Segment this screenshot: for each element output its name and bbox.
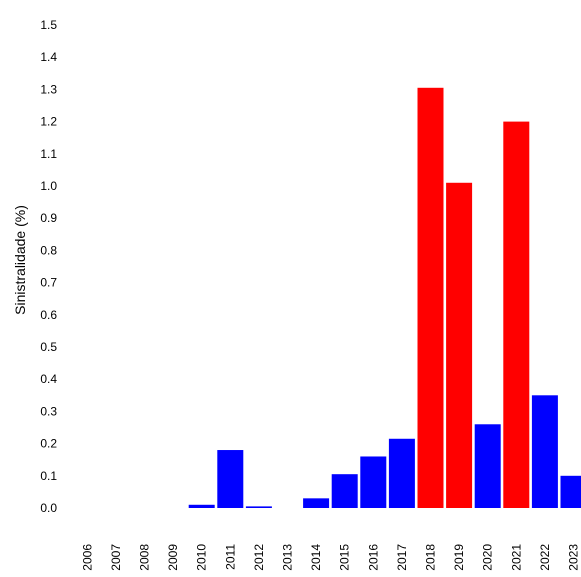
x-tick-label: 2020 (481, 544, 495, 571)
bar-2017 (388, 438, 415, 508)
y-tick-label: 0.6 (40, 308, 57, 322)
y-tick-label: 1.2 (40, 115, 57, 129)
y-tick-label: 0.8 (40, 243, 57, 257)
x-tick-label: 2006 (80, 544, 94, 571)
x-tick-label: 2019 (452, 544, 466, 571)
bar-2018 (417, 87, 444, 508)
y-tick-label: 0.1 (40, 469, 57, 483)
x-tick-label: 2022 (538, 544, 552, 571)
x-tick-label: 2012 (252, 544, 266, 571)
x-tick-label: 2007 (109, 544, 123, 571)
y-tick-label: 0.3 (40, 404, 57, 418)
bar-2016 (360, 456, 387, 508)
x-tick-label: 2009 (166, 544, 180, 571)
bar-2022 (531, 395, 558, 508)
y-tick-label: 0.7 (40, 276, 57, 290)
y-tick-label: 1.3 (40, 82, 57, 96)
bar-2015 (331, 474, 358, 508)
x-tick-label: 2008 (138, 544, 152, 571)
y-tick-label: 0.0 (40, 501, 57, 515)
y-axis-label: Sinistralidade (%) (12, 205, 28, 315)
y-tick-labels: 0.0 0.1 0.2 0.3 0.4 0.5 0.6 0.7 0.8 0.9 1.0 1.1 1.2 1… (40, 18, 57, 515)
bar-2012 (245, 506, 272, 508)
x-tick-label: 2011 (223, 544, 237, 570)
y-tick-label: 0.4 (40, 372, 57, 386)
bars (188, 87, 581, 508)
y-tick-label: 0.2 (40, 437, 57, 451)
x-tick-label: 2023 (567, 544, 581, 571)
x-tick-label: 2018 (424, 544, 438, 571)
bar-2021 (503, 121, 530, 508)
y-tick-label: 1.0 (40, 179, 57, 193)
x-tick-label: 2017 (395, 544, 409, 571)
bar-2020 (474, 424, 501, 508)
x-tick-label: 2014 (309, 544, 323, 571)
x-tick-label: 2013 (281, 544, 295, 571)
x-tick-labels: 2006 2007 2008 2009 2010 2011 2012 2013 2014 2015… (80, 544, 580, 571)
bar-2010 (188, 504, 215, 508)
x-tick-label: 2010 (195, 544, 209, 571)
x-tick-label: 2015 (338, 544, 352, 571)
bar-2023 (560, 475, 581, 508)
x-tick-label: 2016 (366, 544, 380, 571)
bar-2014 (303, 498, 330, 508)
x-tick-label: 2021 (509, 544, 523, 571)
y-tick-label: 1.1 (40, 147, 57, 161)
y-tick-label: 1.5 (40, 18, 57, 32)
y-tick-label: 1.4 (40, 50, 57, 64)
bar-2011 (217, 450, 244, 508)
y-tick-label: 0.9 (40, 211, 57, 225)
y-tick-label: 0.5 (40, 340, 57, 354)
bar-2019 (446, 182, 473, 508)
